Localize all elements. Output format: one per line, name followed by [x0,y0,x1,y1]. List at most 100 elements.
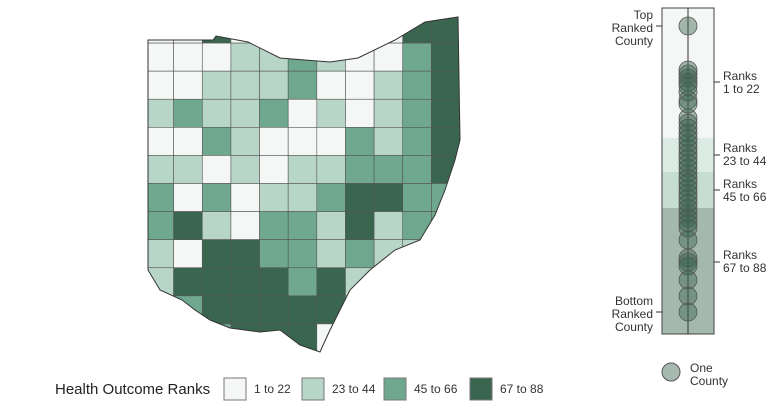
county [173,323,203,352]
county-dot [678,16,698,36]
county [287,155,318,184]
county-dot [678,113,698,133]
county [402,295,432,325]
county-dot [678,248,698,268]
county [287,98,318,128]
county-dot [678,143,698,163]
county-dot [678,108,698,128]
county [230,183,260,212]
county [173,239,203,269]
county [431,17,460,44]
county [201,211,232,240]
county-dot [678,158,698,178]
county [373,98,404,128]
band-label: Ranks 45 to 66 [723,177,767,204]
county-dot [678,302,698,322]
county [373,295,404,325]
county [173,155,203,184]
county [402,42,432,72]
county [173,98,203,128]
county [148,183,174,212]
county [373,211,404,240]
legend-label: 1 to 22 [254,382,291,396]
county [230,98,260,128]
county-dots [678,16,698,322]
county [148,239,174,269]
county [148,17,174,44]
county [287,239,318,269]
key-label: One County [690,361,729,388]
county-dot [678,270,698,290]
county [373,127,404,156]
legend: 1 to 22 23 to 44 45 to 66 67 to 88 [223,377,544,401]
county [259,267,289,297]
county-dot [678,118,698,138]
county [402,323,432,352]
county [201,267,232,297]
county-dot [678,256,698,276]
county-dot [678,138,698,158]
county [173,211,203,240]
county [402,127,432,156]
county [316,295,346,325]
county [148,155,174,184]
county [345,155,375,184]
legend-swatch [223,377,247,401]
county [373,70,404,100]
legend-swatch [301,377,325,401]
county [230,42,260,72]
county-dot [678,163,698,183]
county [259,239,289,269]
legend-swatch [469,377,493,401]
county [201,295,232,325]
county [201,127,232,156]
county-dot [678,178,698,198]
county [402,267,432,297]
county [431,127,460,156]
county [173,127,203,156]
county-dot [678,123,698,143]
county [201,155,232,184]
county [431,295,460,325]
county [201,98,232,128]
county [148,323,174,352]
county [230,239,260,269]
county [431,323,460,352]
band-label: Ranks 23 to 44 [723,141,767,168]
key-dot [661,362,681,382]
county [402,183,432,212]
county [148,295,174,325]
county [316,17,346,44]
county-dot [678,183,698,203]
county [402,98,432,128]
county [259,155,289,184]
county [173,42,203,72]
county [259,17,289,44]
county [345,295,375,325]
county [345,211,375,240]
legend-label: 67 to 88 [500,382,544,396]
county [259,70,289,100]
county [316,127,346,156]
county-map [148,17,460,352]
county [259,183,289,212]
county [345,323,375,352]
county [148,211,174,240]
county [287,295,318,325]
county [230,323,260,352]
legend-swatch [383,377,407,401]
county [287,17,318,44]
county [259,98,289,128]
county [173,70,203,100]
legend-label: 23 to 44 [332,382,376,396]
county-dot [678,94,698,114]
county [345,267,375,297]
county-dot [678,68,698,88]
county [287,211,318,240]
county [201,42,232,72]
county-dot [678,230,698,250]
county-dot [678,153,698,173]
county [345,239,375,269]
county [287,267,318,297]
county [373,17,404,44]
